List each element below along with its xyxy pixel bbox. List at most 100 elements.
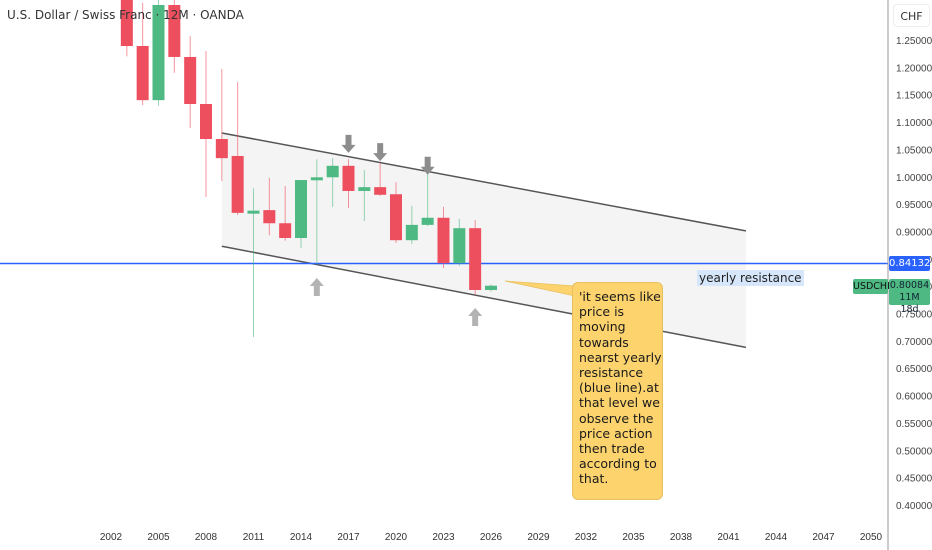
arrow-down-icon xyxy=(373,143,388,162)
candle-body xyxy=(374,187,387,195)
candle-2025 xyxy=(469,219,482,295)
time-tick-label: 2008 xyxy=(195,532,218,543)
candle-2014 xyxy=(294,180,307,248)
candle-body xyxy=(294,180,307,239)
arrow-down-icon xyxy=(420,156,435,175)
price-tick-label: 0.95000 xyxy=(896,200,932,211)
last-price: 0.80084 xyxy=(889,280,930,291)
candle-2012 xyxy=(263,177,276,236)
parallel-channel[interactable] xyxy=(221,132,747,349)
time-axis[interactable]: 2002 2005 2008 2011 2014 2017 2020 2023 2026 2029… xyxy=(100,532,883,543)
time-tick-label: 2005 xyxy=(147,532,170,543)
time-tick-label: 2050 xyxy=(860,532,883,543)
candle-body xyxy=(231,155,244,213)
candle-body xyxy=(310,177,323,181)
callout-text-line: then trade xyxy=(579,441,645,457)
callout-text-line: price is xyxy=(579,304,625,320)
callout-text-line: 'it seems like xyxy=(579,289,661,304)
price-tick-label: 0.55000 xyxy=(896,419,932,430)
candle-2003 xyxy=(120,0,133,57)
bar-countdown: 11M 18d xyxy=(899,292,920,315)
callout-text-line: according to xyxy=(579,456,657,472)
candle-body xyxy=(437,217,450,264)
callout-text-line: observe the xyxy=(579,410,654,426)
price-tick-label: 1.25000 xyxy=(896,36,932,47)
symbol-tag: USDCHF xyxy=(853,279,893,294)
channel-fill xyxy=(221,132,746,348)
callout-text-line: moving xyxy=(579,319,626,335)
candle-2026 xyxy=(484,284,497,292)
callout-text-line: towards xyxy=(579,334,629,350)
candle-2016 xyxy=(326,158,339,207)
time-tick-label: 2014 xyxy=(290,532,313,543)
candle-body xyxy=(247,210,260,214)
last-price-tag: 0.80084 11M 18d xyxy=(889,279,930,315)
time-tick-label: 2029 xyxy=(527,532,550,543)
time-tick-label: 2023 xyxy=(432,532,455,543)
candle-body xyxy=(168,4,181,57)
candle-2008 xyxy=(199,50,212,197)
candle-body xyxy=(326,165,339,178)
arrow-down-icon xyxy=(341,134,356,153)
candle-body xyxy=(152,4,165,101)
candle-2013 xyxy=(279,186,292,241)
time-tick-label: 2032 xyxy=(575,532,598,543)
candle-2011 xyxy=(247,188,260,338)
time-tick-label: 2020 xyxy=(385,532,408,543)
resistance-price-tag: 0.84132 xyxy=(889,256,931,271)
callout-text-line: nearst yearly xyxy=(579,349,662,365)
candle-body xyxy=(279,223,292,239)
time-tick-label: 2038 xyxy=(670,532,693,543)
candle-2017 xyxy=(342,159,355,208)
callout-text-line: that. xyxy=(579,471,609,487)
time-tick-label: 2035 xyxy=(622,532,645,543)
candle-body xyxy=(484,285,497,290)
candle-2004 xyxy=(136,2,149,106)
time-tick-label: 2047 xyxy=(812,532,835,543)
candle-2023 xyxy=(437,206,450,269)
price-tick-label: 0.75000 xyxy=(896,310,932,321)
candle-body xyxy=(199,103,212,140)
candle-body xyxy=(184,56,197,104)
candle-body xyxy=(120,0,133,47)
candles xyxy=(120,0,497,338)
candle-2010 xyxy=(231,82,244,216)
candle-2022 xyxy=(421,167,434,226)
price-tick-label: 1.10000 xyxy=(896,118,932,129)
callout-text-line: that level we xyxy=(579,395,660,411)
arrow-markers xyxy=(309,134,483,327)
candle-2024 xyxy=(453,218,466,266)
price-tick-label: 0.45000 xyxy=(896,474,932,485)
callout-note[interactable]: 'it seems like price is moving towards nears… xyxy=(572,282,663,500)
candle-2006 xyxy=(168,0,181,73)
candle-2018 xyxy=(358,170,371,222)
candle-2005 xyxy=(152,0,165,106)
price-tick-label: 0.90000 xyxy=(896,227,932,238)
arrow-up-icon xyxy=(309,277,324,296)
price-tick-label: 1.05000 xyxy=(896,145,932,156)
currency-button[interactable]: CHF xyxy=(893,4,930,27)
candle-body xyxy=(453,228,466,264)
arrow-up-icon xyxy=(468,308,483,327)
resistance-label[interactable]: yearly resistance xyxy=(697,270,804,286)
callout-text-line: price action xyxy=(579,425,653,441)
price-tick-label: 1.20000 xyxy=(896,63,932,74)
candle-2019 xyxy=(374,163,387,196)
price-tick-label: 0.65000 xyxy=(896,364,932,375)
time-tick-label: 2011 xyxy=(243,532,265,543)
time-tick-label: 2002 xyxy=(100,532,123,543)
candle-2020 xyxy=(389,182,402,243)
time-tick-label: 2044 xyxy=(765,532,788,543)
price-axis[interactable]: 1.25000 1.20000 1.15000 1.10000 1.05000 1.000… xyxy=(896,36,932,512)
candle-2009 xyxy=(215,68,228,182)
candle-2021 xyxy=(405,205,418,245)
time-tick-label: 2041 xyxy=(717,532,740,543)
time-tick-label: 2026 xyxy=(480,532,503,543)
price-tick-label: 1.15000 xyxy=(896,91,932,102)
candle-body xyxy=(389,194,402,241)
candle-body xyxy=(342,165,355,191)
candle-body xyxy=(136,46,149,101)
candle-body xyxy=(263,210,276,224)
candle-body xyxy=(421,217,434,225)
channel-upper-line xyxy=(221,132,747,232)
